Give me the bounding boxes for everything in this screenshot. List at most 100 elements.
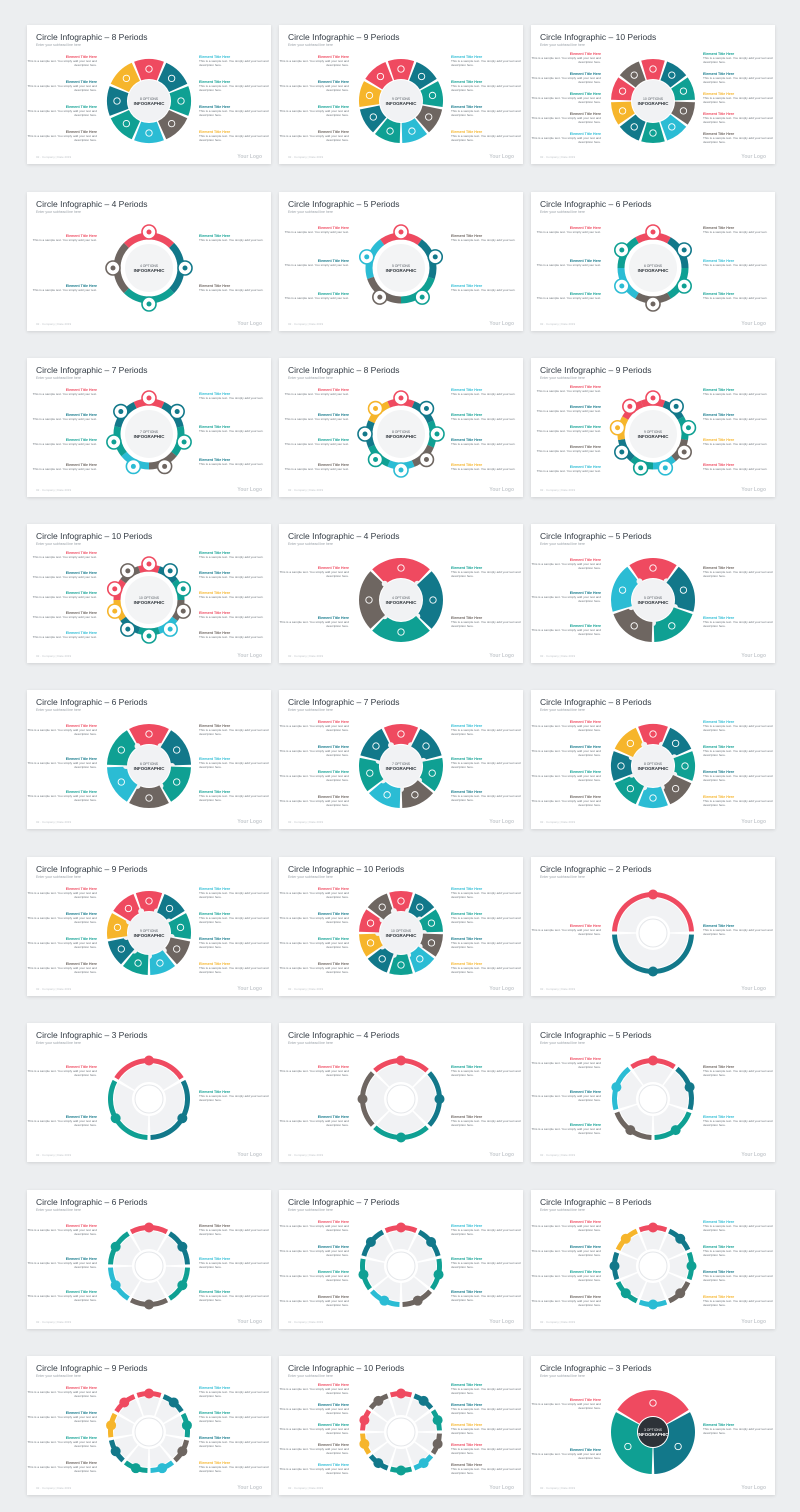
- bubble-glyph: [162, 463, 168, 469]
- element-item: Element Title Here This is a sample text.…: [703, 1295, 773, 1307]
- slide[interactable]: Circle Infographic – 8 Periods Enter your…: [27, 25, 271, 164]
- center-label: INFOGRAPHIC: [134, 101, 166, 106]
- slide[interactable]: Circle Infographic – 10 Periods Enter you…: [531, 25, 775, 164]
- circle-infographic: [351, 1212, 451, 1320]
- bubble-glyph: [112, 608, 118, 614]
- circle-infographic: 6 OPTIONS INFOGRAPHIC: [603, 214, 703, 322]
- slide[interactable]: Circle Infographic – 8 Periods Enter your…: [531, 1190, 775, 1329]
- footer-meta: 02 · Company | Date 2019: [288, 488, 324, 492]
- element-description: This is a sample text. You simply add yo…: [531, 928, 601, 936]
- bubble-icon: [177, 1113, 188, 1124]
- center-disc: [380, 80, 422, 122]
- slide[interactable]: Circle Infographic – 4 Periods Enter your…: [279, 524, 523, 663]
- slide[interactable]: Circle Infographic – 10 Periods Enter you…: [279, 1356, 523, 1495]
- element-title: Element Title Here: [451, 1223, 483, 1228]
- element-item: Element Title Here This is a sample text.…: [451, 80, 521, 92]
- element-description: This is a sample text. You simply add yo…: [536, 296, 601, 301]
- element-item: Element Title Here This is a sample text.…: [279, 413, 349, 421]
- element-title: Element Title Here: [65, 1290, 97, 1295]
- element-item: Element Title Here This is a sample text.…: [531, 624, 601, 636]
- slide[interactable]: Circle Infographic – 10 Periods Enter you…: [279, 857, 523, 996]
- slide-title: Circle Infographic – 6 Periods: [36, 697, 148, 707]
- element-title: Element Title Here: [65, 723, 97, 728]
- slide[interactable]: Circle Infographic – 2 Periods Enter your…: [531, 857, 775, 996]
- segment: [418, 757, 443, 792]
- slide[interactable]: Circle Infographic – 6 Periods Enter your…: [531, 192, 775, 331]
- inner-panel: [406, 1399, 429, 1422]
- element-description: This is a sample text. You simply add yo…: [531, 1060, 601, 1069]
- segment-icon: [429, 596, 437, 604]
- segment: [383, 724, 419, 746]
- slide[interactable]: Circle Infographic – 6 Periods Enter your…: [27, 1190, 271, 1329]
- footer-logo: Your Logo: [237, 1152, 262, 1158]
- element-description: This is a sample text. You simply add yo…: [279, 965, 349, 974]
- element-item: Element Title Here This is a sample text.…: [703, 112, 773, 124]
- element-description: This is a sample text. You simply add yo…: [536, 409, 601, 413]
- slide[interactable]: Circle Infographic – 5 Periods Enter your…: [279, 192, 523, 331]
- element-item: Element Title Here This is a sample text.…: [199, 234, 269, 242]
- segment-icon: [145, 897, 153, 905]
- right-column: Element Title Here This is a sample text.…: [199, 550, 271, 650]
- element-title: Element Title Here: [199, 1460, 231, 1465]
- element-title: Element Title Here: [703, 462, 735, 467]
- slide[interactable]: Circle Infographic – 9 Periods Enter your…: [531, 358, 775, 497]
- bubble-icon: [357, 1094, 368, 1104]
- slide[interactable]: Circle Infographic – 8 Periods Enter your…: [279, 358, 523, 497]
- slide[interactable]: Circle Infographic – 9 Periods Enter your…: [27, 1356, 271, 1495]
- slide[interactable]: Circle Infographic – 9 Periods Enter your…: [27, 857, 271, 996]
- slide[interactable]: Circle Infographic – 4 Periods Enter your…: [279, 1023, 523, 1162]
- left-column: Element Title Here This is a sample text.…: [279, 883, 351, 983]
- element-title: Element Title Here: [569, 259, 601, 263]
- slide[interactable]: Circle Infographic – 8 Periods Enter your…: [531, 690, 775, 829]
- inner-panel: [640, 1281, 666, 1301]
- segment-icon: [397, 897, 405, 905]
- circle-infographic: 6 OPTIONS INFOGRAPHIC: [99, 712, 199, 820]
- element-item: Element Title Here This is a sample text.…: [279, 1245, 349, 1257]
- element-description: This is a sample text. You simply add yo…: [279, 748, 349, 757]
- element-title: Element Title Here: [569, 1244, 601, 1249]
- element-item: Element Title Here This is a sample text.…: [27, 611, 97, 619]
- element-description: This is a sample text. You simply add yo…: [199, 1464, 269, 1473]
- element-title: Element Title Here: [317, 886, 349, 891]
- slide[interactable]: Circle Infographic – 4 Periods Enter your…: [27, 192, 271, 331]
- bubble-icon: [130, 1463, 141, 1474]
- element-item: Element Title Here This is a sample text.…: [531, 1090, 601, 1102]
- slide[interactable]: Circle Infographic – 9 Periods Enter your…: [279, 25, 523, 164]
- element-description: This is a sample text. You simply add yo…: [703, 229, 768, 234]
- slide[interactable]: Circle Infographic – 6 Periods Enter your…: [27, 690, 271, 829]
- slide[interactable]: Circle Infographic – 7 Periods Enter your…: [279, 1190, 523, 1329]
- segment-icon: [366, 919, 375, 927]
- slide[interactable]: Circle Infographic – 5 Periods Enter your…: [531, 524, 775, 663]
- element-title: Element Title Here: [65, 757, 97, 761]
- bubble-icon: [625, 1125, 636, 1136]
- slide[interactable]: Circle Infographic – 10 Periods Enter you…: [27, 524, 271, 663]
- segment-icon: [626, 784, 635, 793]
- center-disc: [638, 1084, 668, 1114]
- segment-icon: [167, 74, 176, 83]
- segment: [617, 1390, 689, 1424]
- slide[interactable]: Circle Infographic – 3 Periods Enter your…: [27, 1023, 271, 1162]
- inner-panel: [374, 1277, 401, 1301]
- element-item: Element Title Here This is a sample text.…: [199, 912, 269, 924]
- slide[interactable]: Circle Infographic – 3 Periods Enter your…: [531, 1356, 775, 1495]
- slide[interactable]: Circle Infographic – 7 Periods Enter your…: [279, 690, 523, 829]
- segment: [107, 766, 138, 802]
- segment: [673, 751, 695, 781]
- slide[interactable]: Circle Infographic – 7 Periods Enter your…: [27, 358, 271, 497]
- element-title: Element Title Here: [65, 1257, 97, 1261]
- segment-icon: [378, 955, 386, 963]
- element-description: This is a sample text. You simply add yo…: [703, 136, 773, 144]
- slide-title: Circle Infographic – 8 Periods: [36, 32, 148, 42]
- segment-icon: [173, 746, 181, 754]
- slide[interactable]: Circle Infographic – 5 Periods Enter your…: [531, 1023, 775, 1162]
- element-title: Element Title Here: [317, 1244, 349, 1249]
- bubble-icon: [426, 1236, 437, 1247]
- element-description: This is a sample text. You simply add yo…: [451, 58, 521, 67]
- footer-meta: 02 · Company | Date 2019: [540, 1320, 576, 1324]
- inner-panel: [414, 1259, 436, 1287]
- slide-title: Circle Infographic – 9 Periods: [36, 864, 148, 874]
- element-item: Element Title Here This is a sample text.…: [451, 1290, 521, 1302]
- right-column: Element Title Here This is a sample text.…: [703, 550, 775, 650]
- segment-icon: [624, 1442, 632, 1451]
- element-item: Element Title Here This is a sample text.…: [451, 234, 521, 242]
